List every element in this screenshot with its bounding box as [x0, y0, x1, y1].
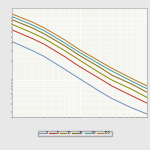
25: [11, 19, 13, 21]
2: [111, 98, 113, 99]
50: [146, 88, 148, 90]
50: [79, 51, 80, 53]
50: [43, 30, 45, 32]
10: [11, 23, 13, 25]
2: [131, 107, 133, 109]
2: [11, 41, 13, 42]
100: [11, 13, 13, 15]
50: [11, 16, 13, 17]
25: [79, 54, 80, 56]
50: [64, 42, 65, 44]
5: [64, 56, 65, 57]
100: [99, 60, 101, 62]
2: [31, 50, 33, 51]
5: [79, 66, 80, 68]
5: [111, 85, 113, 87]
50: [111, 70, 113, 72]
Line: 25: 25: [12, 20, 147, 92]
25: [146, 91, 148, 93]
25: [111, 74, 113, 76]
100: [111, 67, 113, 69]
Line: 10: 10: [12, 24, 147, 97]
Line: 50: 50: [12, 16, 147, 89]
2: [43, 56, 45, 57]
25: [99, 66, 101, 68]
100: [131, 78, 133, 80]
5: [43, 43, 45, 45]
Legend: 2, 5, 10, 25, 50, 100: 2, 5, 10, 25, 50, 100: [39, 131, 111, 136]
100: [43, 27, 45, 29]
10: [43, 38, 45, 39]
100: [31, 21, 33, 23]
10: [64, 50, 65, 51]
50: [31, 24, 33, 26]
100: [79, 49, 80, 51]
2: [99, 91, 101, 92]
Line: 100: 100: [12, 14, 147, 86]
25: [131, 83, 133, 85]
2: [146, 113, 148, 115]
5: [131, 95, 133, 97]
10: [111, 79, 113, 81]
50: [131, 80, 133, 82]
10: [79, 59, 80, 61]
5: [146, 102, 148, 104]
10: [99, 72, 101, 74]
10: [131, 88, 133, 90]
50: [99, 63, 101, 65]
2: [64, 68, 65, 70]
25: [64, 45, 65, 46]
100: [146, 85, 148, 87]
25: [31, 27, 33, 29]
10: [146, 96, 148, 98]
10: [31, 32, 33, 34]
2: [79, 78, 80, 80]
Line: 2: 2: [12, 42, 147, 114]
5: [31, 38, 33, 39]
25: [43, 33, 45, 35]
5: [11, 29, 13, 31]
5: [99, 78, 101, 80]
Line: 5: 5: [12, 30, 147, 103]
100: [64, 39, 65, 41]
